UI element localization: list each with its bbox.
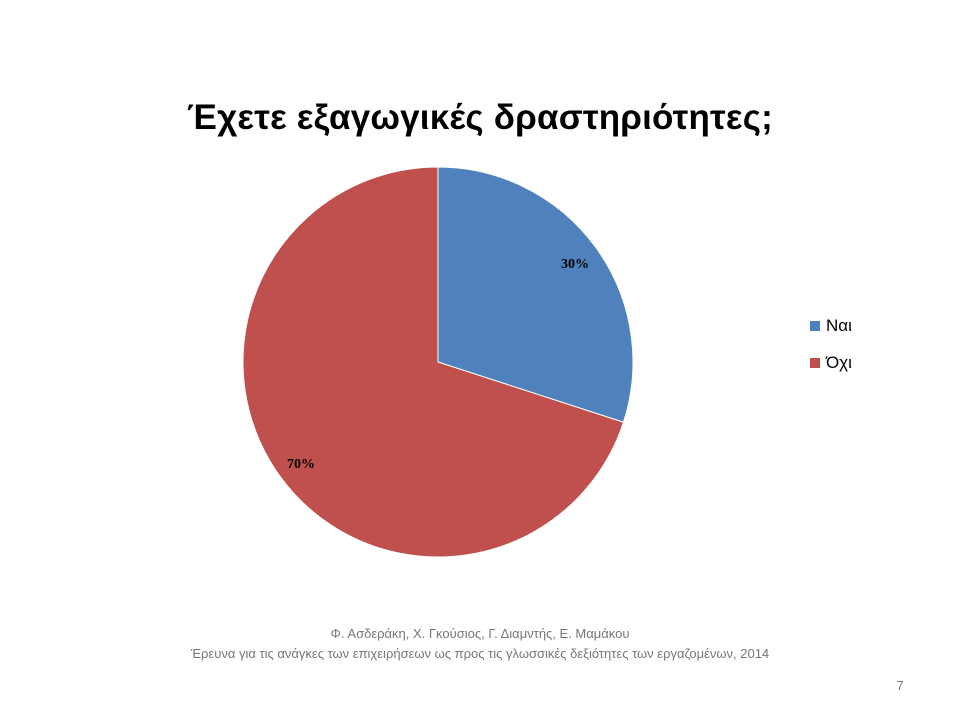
legend-item-oxi: Όχι — [810, 353, 852, 373]
footer-authors: Φ. Ασδεράκη, Χ. Γκούσιος, Γ. Διαμντής, Ε… — [330, 626, 630, 641]
pie-slice-nai — [437, 166, 634, 423]
data-label-nai: 30% — [561, 257, 589, 272]
legend-label-nai: Ναι — [826, 316, 852, 335]
data-label-oxi: 70% — [287, 457, 315, 472]
pie-slice-oxi — [242, 166, 625, 558]
legend-swatch-nai — [810, 321, 820, 331]
legend-item-nai: Ναι — [810, 316, 852, 336]
chart-legend: Ναι Όχι — [810, 316, 852, 390]
page-number: 7 — [896, 678, 904, 693]
legend-label-oxi: Όχι — [826, 353, 852, 372]
legend-swatch-oxi — [810, 358, 820, 368]
footer-study: Έρευνα για τις ανάγκες των επιχειρήσεων … — [190, 646, 770, 661]
chart-title: Έχετε εξαγωγικές δραστηριότητες; — [187, 98, 773, 137]
